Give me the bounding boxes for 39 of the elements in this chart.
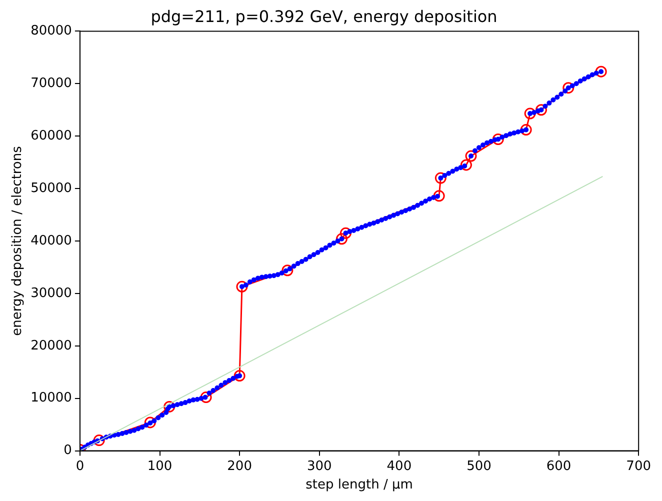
x-tick-label: 0	[76, 458, 84, 474]
point	[282, 264, 294, 276]
x-tick-label: 100	[147, 458, 172, 474]
chart-title: pdg=211, p=0.392 GeV, energy deposition	[150, 6, 498, 26]
y-tick-label: 20000	[30, 338, 72, 354]
point	[144, 416, 156, 428]
point	[433, 190, 445, 202]
y-tick-label: 10000	[30, 390, 72, 406]
x-tick-label: 700	[626, 458, 652, 474]
point	[93, 434, 105, 446]
y-tick-label: 50000	[30, 180, 72, 196]
point	[460, 159, 472, 171]
point	[492, 133, 504, 145]
y-tick-label: 40000	[30, 233, 72, 248]
x-tick-label: 200	[227, 458, 252, 474]
point	[200, 392, 212, 404]
y-tick-label: 70000	[30, 76, 72, 92]
point	[164, 400, 176, 412]
y-tick-label: 0	[64, 443, 72, 458]
point	[520, 124, 532, 136]
point	[595, 66, 607, 78]
point	[562, 82, 574, 94]
point	[336, 233, 348, 245]
y-axis-title: energy deposition / electrons	[10, 146, 26, 336]
point	[236, 280, 248, 292]
x-tick-label: 300	[306, 458, 332, 474]
point	[340, 227, 352, 239]
point	[234, 370, 246, 382]
x-tick-label: 400	[386, 458, 412, 474]
point	[465, 150, 477, 162]
x-axis-title: step length / µm	[306, 478, 413, 493]
point	[524, 108, 536, 120]
y-tick-label: 60000	[30, 128, 72, 144]
point	[434, 172, 446, 184]
y-tick-label: 80000	[30, 24, 72, 39]
y-tick-label: 30000	[30, 286, 72, 301]
point	[535, 104, 547, 116]
x-tick-label: 500	[466, 458, 492, 474]
x-tick-label: 600	[546, 458, 572, 474]
